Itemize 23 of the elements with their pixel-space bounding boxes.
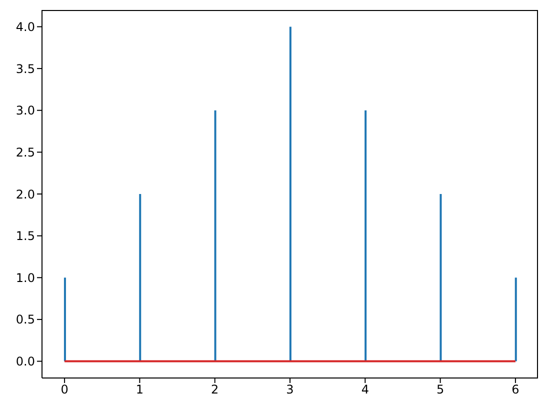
bar <box>214 110 216 362</box>
x-tick-label: 5 <box>436 382 444 397</box>
x-tick-label: 1 <box>136 382 144 397</box>
bar <box>364 110 367 362</box>
bar <box>139 194 142 362</box>
y-tick-label: 0.0 <box>16 354 35 369</box>
y-tick-label: 1.5 <box>16 229 35 244</box>
y-tick-label: 4.0 <box>16 20 35 34</box>
bar <box>64 278 66 362</box>
y-tick-label: 3.0 <box>16 104 35 118</box>
x-tick-label: 3 <box>286 382 294 397</box>
bar <box>514 278 517 362</box>
x-tick-label: 4 <box>361 382 369 397</box>
y-tick-label: 2.0 <box>16 187 35 202</box>
x-tick-label: 6 <box>512 382 520 397</box>
bar <box>289 26 292 362</box>
y-tick-label: 0.5 <box>16 312 35 327</box>
y-tick-label: 3.5 <box>16 62 35 76</box>
y-tick-label: 2.5 <box>16 145 35 160</box>
y-tick-label: 1.0 <box>16 270 35 285</box>
bar <box>440 194 442 362</box>
x-tick-label: 2 <box>211 382 219 397</box>
x-tick-label: 0 <box>60 382 68 397</box>
